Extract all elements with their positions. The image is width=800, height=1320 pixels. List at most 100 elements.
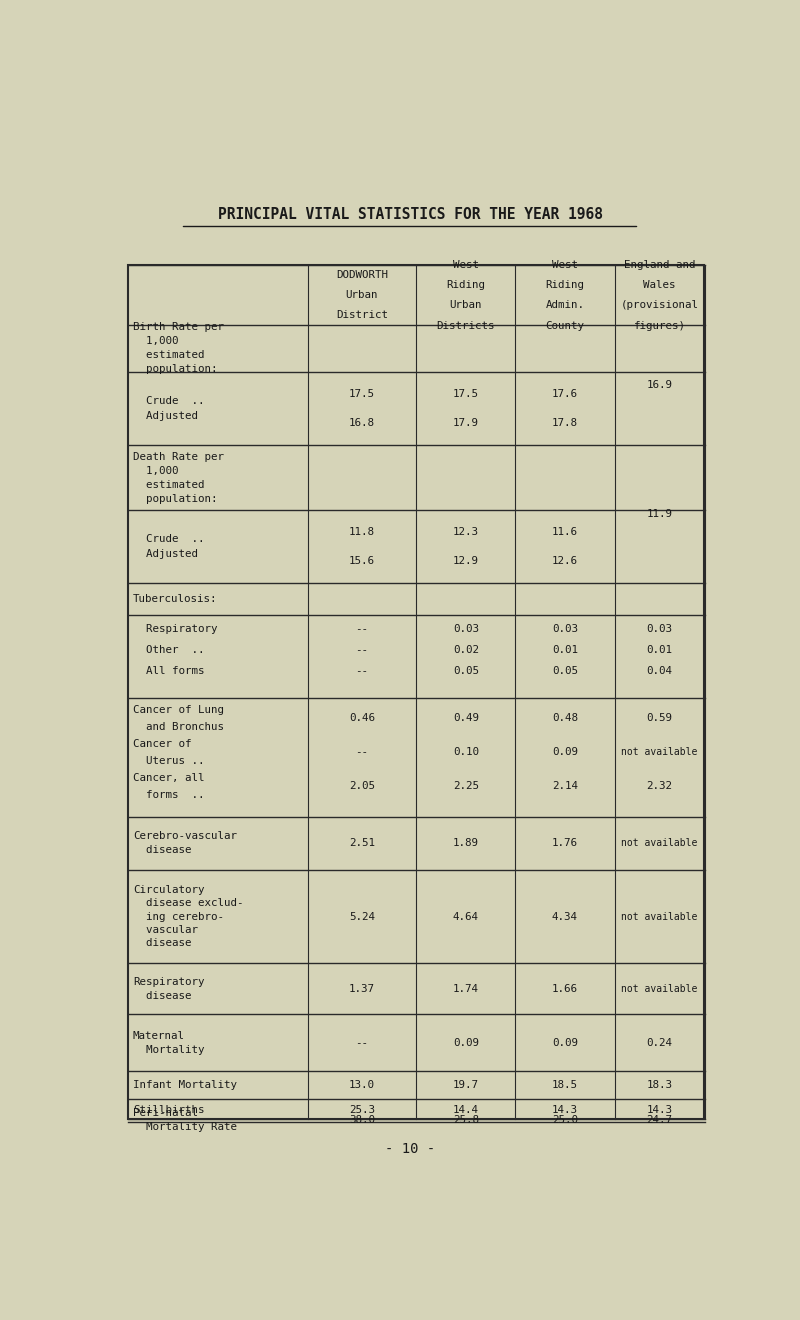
Text: 1.66: 1.66 <box>552 983 578 994</box>
Text: 14.3: 14.3 <box>646 1105 673 1115</box>
Text: 14.3: 14.3 <box>552 1105 578 1115</box>
Text: Cancer, all: Cancer, all <box>133 774 204 783</box>
Text: --: -- <box>355 747 369 758</box>
Text: 0.09: 0.09 <box>552 747 578 758</box>
Text: 18.3: 18.3 <box>646 1080 673 1090</box>
Text: 25.8: 25.8 <box>453 1115 479 1126</box>
Text: Admin.: Admin. <box>546 300 585 310</box>
Text: 38.0: 38.0 <box>349 1115 375 1126</box>
Text: 0.05: 0.05 <box>552 667 578 676</box>
Text: 0.03: 0.03 <box>646 624 673 635</box>
Text: 17.5: 17.5 <box>453 389 479 399</box>
Text: 17.6: 17.6 <box>552 389 578 399</box>
Text: 0.05: 0.05 <box>453 667 479 676</box>
Text: PRINCIPAL VITAL STATISTICS FOR THE YEAR 1968: PRINCIPAL VITAL STATISTICS FOR THE YEAR … <box>218 207 602 222</box>
Text: 0.46: 0.46 <box>349 714 375 723</box>
Text: West: West <box>453 260 479 269</box>
Text: 12.6: 12.6 <box>552 556 578 566</box>
Text: 2.25: 2.25 <box>453 781 479 792</box>
Text: 0.49: 0.49 <box>453 714 479 723</box>
Text: Riding: Riding <box>446 280 486 290</box>
Text: 25.0: 25.0 <box>552 1115 578 1126</box>
Text: 0.01: 0.01 <box>646 645 673 655</box>
Text: Urban: Urban <box>450 300 482 310</box>
Text: Cancer of: Cancer of <box>133 739 191 748</box>
Text: 4.64: 4.64 <box>453 912 479 921</box>
Text: 24.7: 24.7 <box>646 1115 673 1126</box>
Text: 18.5: 18.5 <box>552 1080 578 1090</box>
Text: 19.7: 19.7 <box>453 1080 479 1090</box>
Text: forms  ..: forms .. <box>133 789 204 800</box>
Text: not available: not available <box>622 912 698 921</box>
Text: - 10 -: - 10 - <box>385 1142 435 1156</box>
Text: Stillbirths: Stillbirths <box>133 1105 204 1115</box>
Text: Other  ..: Other .. <box>133 645 204 655</box>
Text: 11.8: 11.8 <box>349 528 375 537</box>
Text: 0.09: 0.09 <box>453 1038 479 1048</box>
Text: --: -- <box>355 667 369 676</box>
Text: 0.09: 0.09 <box>552 1038 578 1048</box>
Text: Tuberculosis:: Tuberculosis: <box>133 594 218 605</box>
Text: figures): figures) <box>634 321 686 330</box>
Text: Wales: Wales <box>643 280 676 290</box>
Text: 17.8: 17.8 <box>552 417 578 428</box>
Text: 2.05: 2.05 <box>349 781 375 792</box>
Text: Birth Rate per
  1,000
  estimated
  population:: Birth Rate per 1,000 estimated populatio… <box>133 322 224 375</box>
Text: 0.02: 0.02 <box>453 645 479 655</box>
Text: Death Rate per
  1,000
  estimated
  population:: Death Rate per 1,000 estimated populatio… <box>133 451 224 503</box>
Text: 0.59: 0.59 <box>646 714 673 723</box>
Text: 16.8: 16.8 <box>349 417 375 428</box>
Text: 16.9: 16.9 <box>646 380 673 389</box>
Text: --: -- <box>355 624 369 635</box>
Text: not available: not available <box>622 747 698 758</box>
Text: 17.5: 17.5 <box>349 389 375 399</box>
Text: England and: England and <box>624 260 695 269</box>
Text: 1.89: 1.89 <box>453 838 479 849</box>
Text: All forms: All forms <box>133 667 204 676</box>
Text: not available: not available <box>622 838 698 849</box>
Text: DODWORTH: DODWORTH <box>336 269 388 280</box>
Text: Maternal
  Mortality: Maternal Mortality <box>133 1031 204 1055</box>
Text: 5.24: 5.24 <box>349 912 375 921</box>
Text: 11.6: 11.6 <box>552 528 578 537</box>
Text: 12.9: 12.9 <box>453 556 479 566</box>
Text: 1.74: 1.74 <box>453 983 479 994</box>
Text: 2.51: 2.51 <box>349 838 375 849</box>
Text: Crude  ..
  Adjusted: Crude .. Adjusted <box>133 535 204 560</box>
Text: 13.0: 13.0 <box>349 1080 375 1090</box>
Text: Respiratory
  disease: Respiratory disease <box>133 977 204 1001</box>
Text: 1.76: 1.76 <box>552 838 578 849</box>
Text: West: West <box>552 260 578 269</box>
Text: Peri-natal
  Mortality Rate: Peri-natal Mortality Rate <box>133 1109 237 1133</box>
Text: 2.32: 2.32 <box>646 781 673 792</box>
Text: 4.34: 4.34 <box>552 912 578 921</box>
Text: Respiratory: Respiratory <box>133 624 218 635</box>
Bar <box>128 265 705 1119</box>
Text: 0.10: 0.10 <box>453 747 479 758</box>
Text: Urban: Urban <box>346 290 378 300</box>
Text: 2.14: 2.14 <box>552 781 578 792</box>
Text: not available: not available <box>622 983 698 994</box>
Text: 0.48: 0.48 <box>552 714 578 723</box>
Text: Circulatory
  disease exclud-
  ing cerebro-
  vascular
  disease: Circulatory disease exclud- ing cerebro-… <box>133 886 243 948</box>
Text: Crude  ..
  Adjusted: Crude .. Adjusted <box>133 396 204 421</box>
Text: 12.3: 12.3 <box>453 528 479 537</box>
Text: Riding: Riding <box>546 280 585 290</box>
Text: 25.3: 25.3 <box>349 1105 375 1115</box>
Text: (provisional: (provisional <box>621 300 698 310</box>
Text: 0.03: 0.03 <box>453 624 479 635</box>
Text: 0.04: 0.04 <box>646 667 673 676</box>
Text: Uterus ..: Uterus .. <box>133 756 204 766</box>
Text: --: -- <box>355 645 369 655</box>
Text: Cancer of Lung: Cancer of Lung <box>133 705 224 715</box>
Text: Infant Mortality: Infant Mortality <box>133 1080 237 1090</box>
Text: District: District <box>336 310 388 321</box>
Text: and Bronchus: and Bronchus <box>133 722 224 733</box>
Text: 0.03: 0.03 <box>552 624 578 635</box>
Text: Districts: Districts <box>437 321 495 330</box>
Text: Cerebro-vascular
  disease: Cerebro-vascular disease <box>133 832 237 855</box>
Text: 11.9: 11.9 <box>646 510 673 519</box>
Text: 0.24: 0.24 <box>646 1038 673 1048</box>
Text: --: -- <box>355 1038 369 1048</box>
Text: 14.4: 14.4 <box>453 1105 479 1115</box>
